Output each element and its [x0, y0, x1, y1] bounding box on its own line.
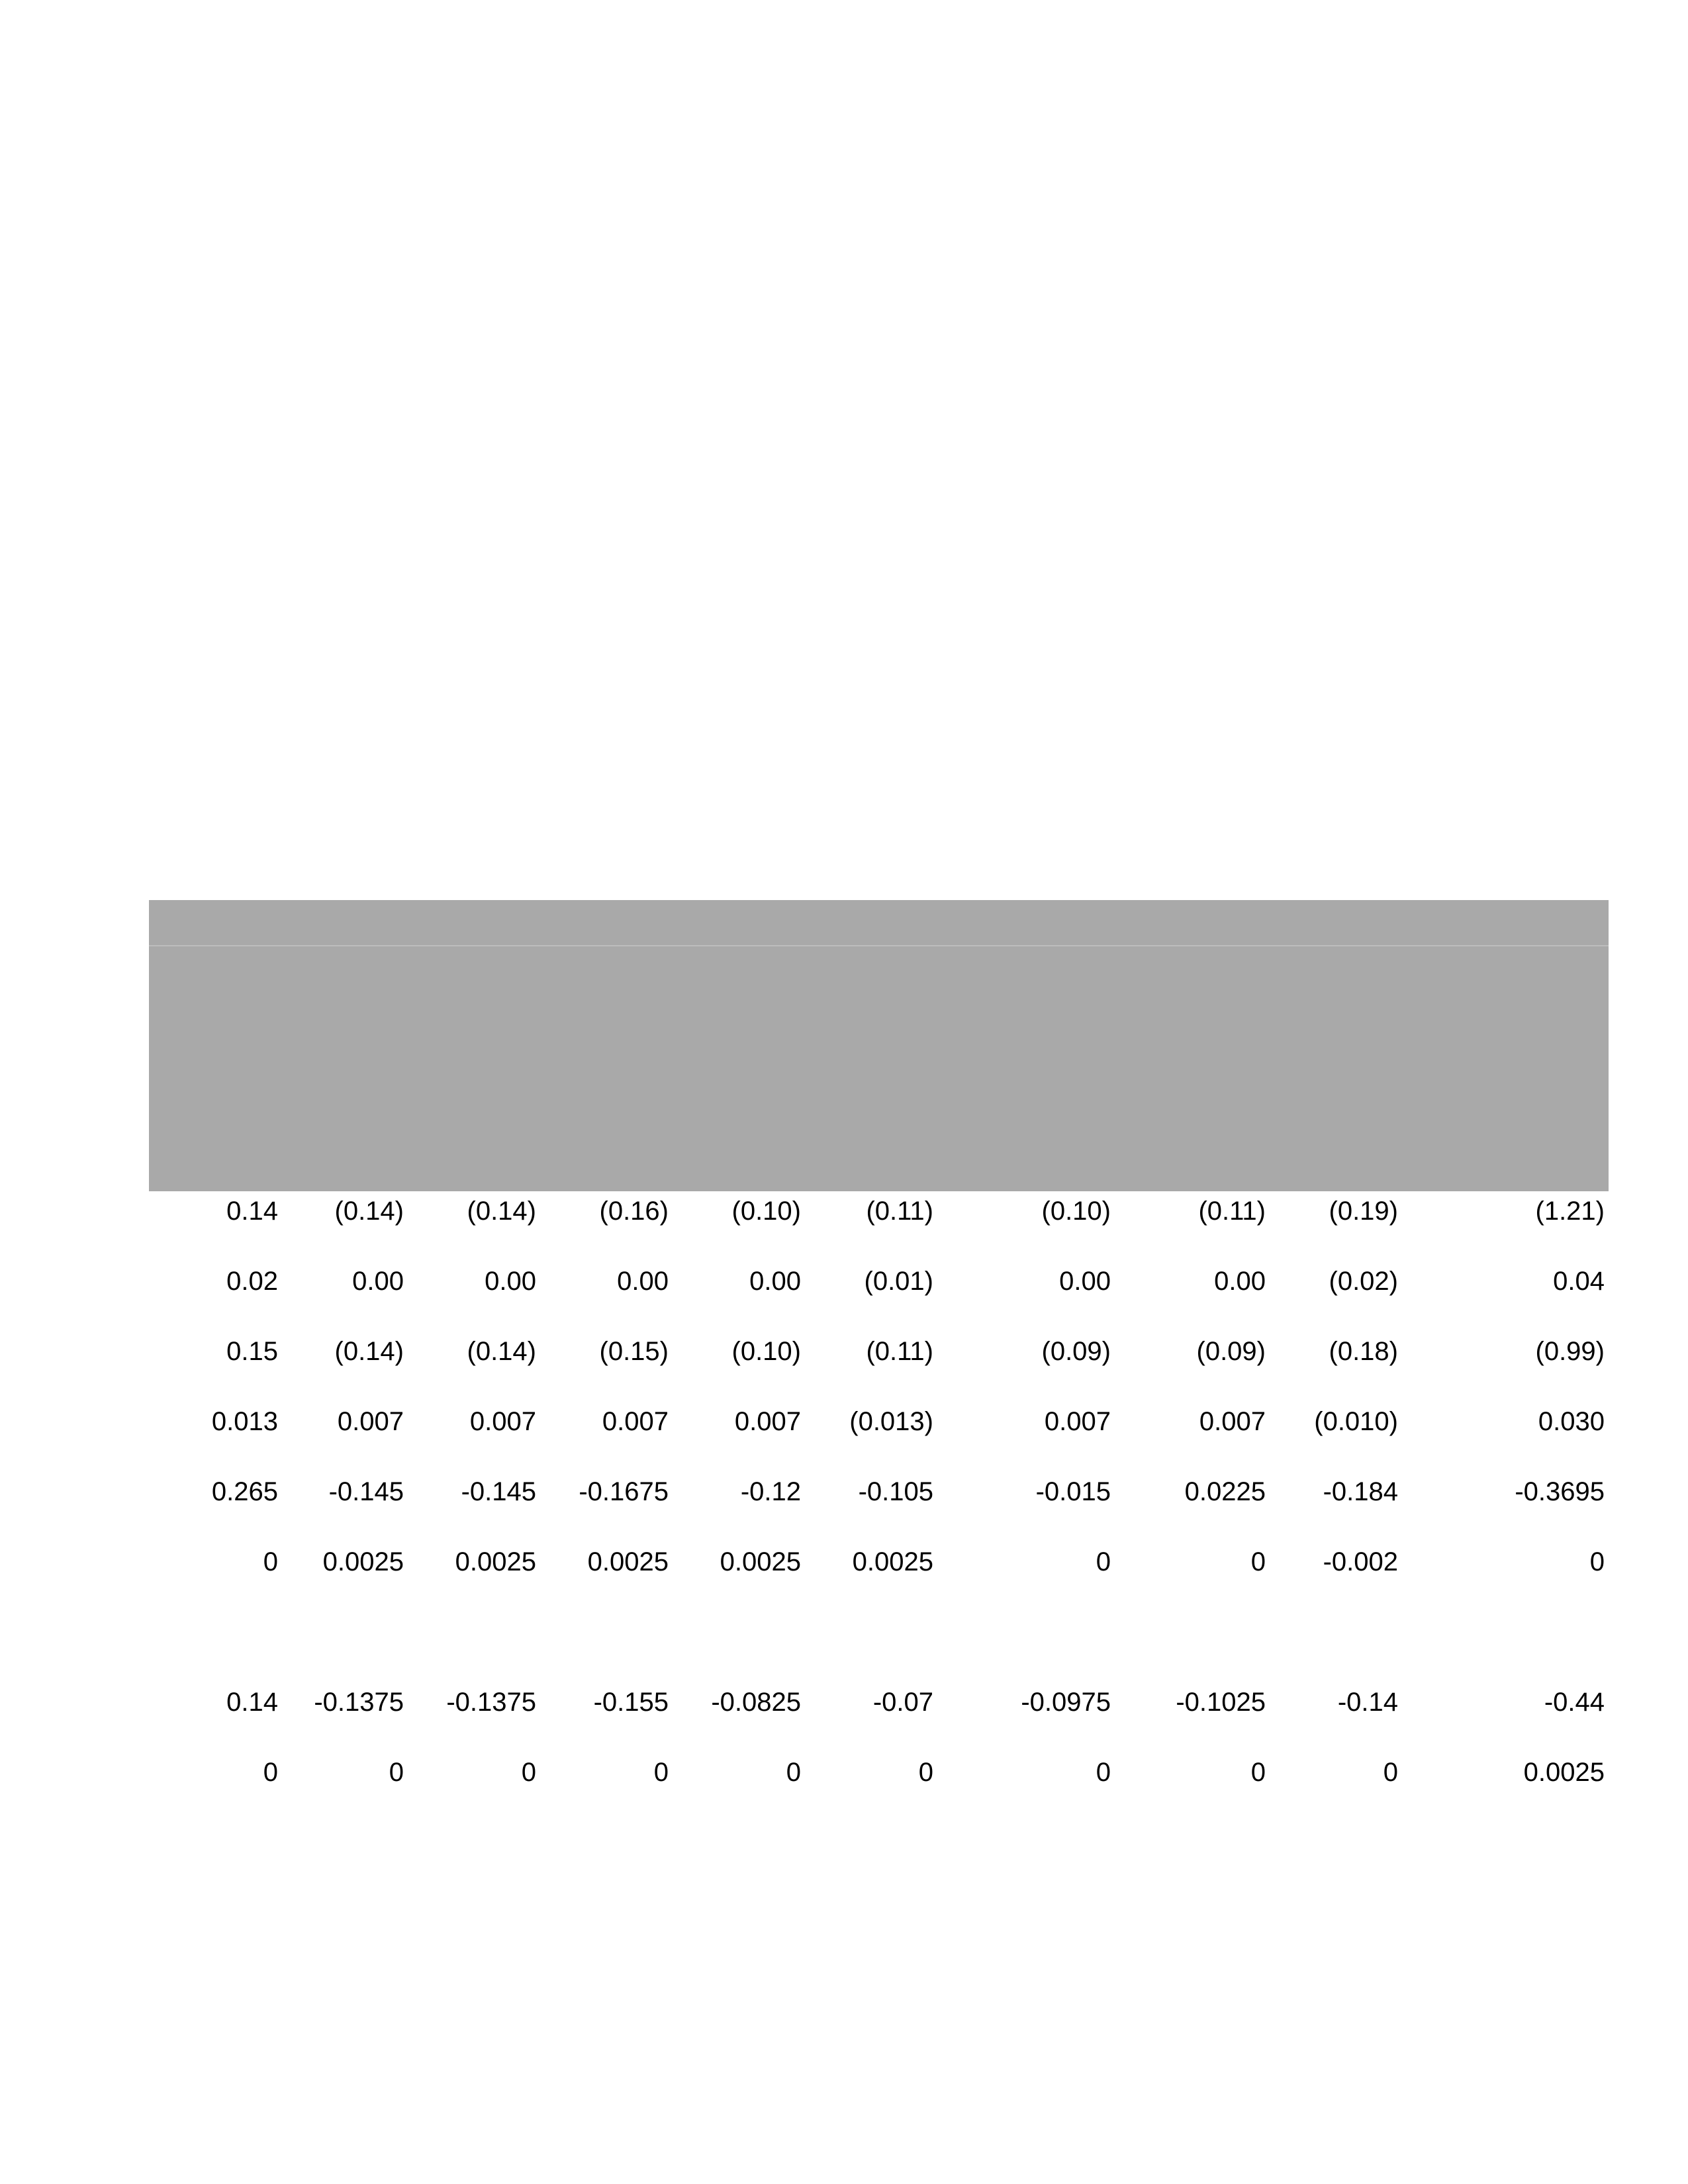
- table-cell: 0.007: [337, 1407, 404, 1436]
- table-cell: -0.105: [858, 1477, 933, 1506]
- table-row: 0.15 (0.14) (0.14) (0.15) (0.10) (0.11) …: [0, 1332, 1688, 1371]
- table-cell: 0.007: [1044, 1407, 1111, 1436]
- table-cell: -0.145: [328, 1477, 404, 1506]
- table-cell: 0.00: [617, 1267, 669, 1296]
- table-cell: -0.1375: [314, 1688, 404, 1717]
- table-header-band-top: [149, 900, 1609, 945]
- table-cell: 0: [263, 1547, 278, 1576]
- table-cell: 0: [1250, 1547, 1266, 1576]
- table-cell: 0.14: [226, 1688, 278, 1717]
- table-cell: 0.0025: [322, 1547, 404, 1576]
- table-cell: 0.030: [1538, 1407, 1605, 1436]
- table-cell: 0.00: [1059, 1267, 1111, 1296]
- table-cell: (0.14): [334, 1337, 404, 1366]
- table-cell: 0: [1250, 1758, 1266, 1787]
- table-cell: -0.1675: [579, 1477, 669, 1506]
- table-row: 0 0.0025 0.0025 0.0025 0.0025 0.0025 0 0…: [0, 1542, 1688, 1582]
- table-cell: 0.0025: [720, 1547, 801, 1576]
- table-cell: (0.09): [1041, 1337, 1111, 1366]
- table-row: 0.14 -0.1375 -0.1375 -0.155 -0.0825 -0.0…: [0, 1682, 1688, 1722]
- table-cell: (0.09): [1196, 1337, 1266, 1366]
- table-cell: 0.0225: [1184, 1477, 1266, 1506]
- table-cell: (0.11): [866, 1197, 933, 1226]
- table-cell: -0.12: [740, 1477, 801, 1506]
- table-cell: -0.07: [872, 1688, 933, 1717]
- table-cell: 0.14: [226, 1197, 278, 1226]
- table-cell: (0.02): [1329, 1267, 1399, 1296]
- table-row: 0.02 0.00 0.00 0.00 0.00 (0.01) 0.00 0.0…: [0, 1261, 1688, 1301]
- table-row: 0.265 -0.145 -0.145 -0.1675 -0.12 -0.105…: [0, 1472, 1688, 1512]
- table-cell: 0: [1096, 1758, 1111, 1787]
- table-header-divider: [149, 945, 1609, 946]
- table-cell: 0.007: [734, 1407, 801, 1436]
- table-cell: 0: [918, 1758, 933, 1787]
- table-cell: 0: [521, 1758, 536, 1787]
- table-cell: (0.19): [1329, 1197, 1399, 1226]
- table-cell: -0.015: [1035, 1477, 1111, 1506]
- table-cell: 0.04: [1553, 1267, 1605, 1296]
- table-cell: 0.007: [602, 1407, 669, 1436]
- table-cell: -0.184: [1323, 1477, 1398, 1506]
- table-cell: 0.0025: [1523, 1758, 1605, 1787]
- table-cell: (0.15): [599, 1337, 669, 1366]
- table-cell: -0.002: [1323, 1547, 1398, 1576]
- table-cell: (0.99): [1535, 1337, 1605, 1366]
- table-cell: (0.010): [1314, 1407, 1398, 1436]
- table-cell: 0: [1096, 1547, 1111, 1576]
- table-cell: (0.013): [849, 1407, 933, 1436]
- table-row: 0.14 (0.14) (0.14) (0.16) (0.10) (0.11) …: [0, 1191, 1688, 1231]
- table-cell: (0.18): [1329, 1337, 1399, 1366]
- table-cell: -0.0975: [1021, 1688, 1111, 1717]
- table-cell: 0: [263, 1758, 278, 1787]
- table-cell: (1.21): [1535, 1197, 1605, 1226]
- table-cell: (0.10): [1041, 1197, 1111, 1226]
- table-cell: 0.013: [211, 1407, 278, 1436]
- table-cell: -0.3695: [1515, 1477, 1605, 1506]
- table-cell: -0.14: [1337, 1688, 1398, 1717]
- table-header-band: [149, 946, 1609, 1191]
- table-cell: (0.10): [731, 1197, 802, 1226]
- table-cell: (0.01): [864, 1267, 934, 1296]
- table-cell: 0: [1589, 1547, 1605, 1576]
- table-cell: -0.0825: [711, 1688, 801, 1717]
- table-cell: -0.1025: [1176, 1688, 1266, 1717]
- table-row: 0 0 0 0 0 0 0 0 0 0.0025: [0, 1752, 1688, 1792]
- table-cell: 0: [1383, 1758, 1398, 1787]
- table-cell: (0.16): [599, 1197, 669, 1226]
- table-cell: 0: [786, 1758, 801, 1787]
- table-cell: 0.00: [352, 1267, 404, 1296]
- table-cell: 0.007: [1199, 1407, 1266, 1436]
- table-cell: (0.14): [334, 1197, 404, 1226]
- table-cell: 0.15: [226, 1337, 278, 1366]
- table-cell: -0.145: [461, 1477, 536, 1506]
- table-cell: 0.02: [226, 1267, 278, 1296]
- table-cell: 0.265: [211, 1477, 278, 1506]
- table-cell: 0.0025: [587, 1547, 669, 1576]
- table-cell: (0.11): [1198, 1197, 1266, 1226]
- table-cell: -0.44: [1544, 1688, 1605, 1717]
- table-cell: -0.1375: [446, 1688, 536, 1717]
- table-row: 0.013 0.007 0.007 0.007 0.007 (0.013) 0.…: [0, 1402, 1688, 1441]
- table-cell: 0: [389, 1758, 404, 1787]
- table-cell: (0.11): [866, 1337, 933, 1366]
- table-cell: 0.00: [485, 1267, 536, 1296]
- table-cell: 0.0025: [455, 1547, 536, 1576]
- table-cell: 0.00: [749, 1267, 801, 1296]
- table-cell: (0.14): [467, 1337, 537, 1366]
- table-cell: 0.00: [1214, 1267, 1266, 1296]
- table-cell: 0.007: [469, 1407, 536, 1436]
- table-cell: (0.14): [467, 1197, 537, 1226]
- table-cell: (0.10): [731, 1337, 802, 1366]
- table-cell: 0: [653, 1758, 669, 1787]
- table-cell: -0.155: [593, 1688, 669, 1717]
- table-cell: 0.0025: [852, 1547, 933, 1576]
